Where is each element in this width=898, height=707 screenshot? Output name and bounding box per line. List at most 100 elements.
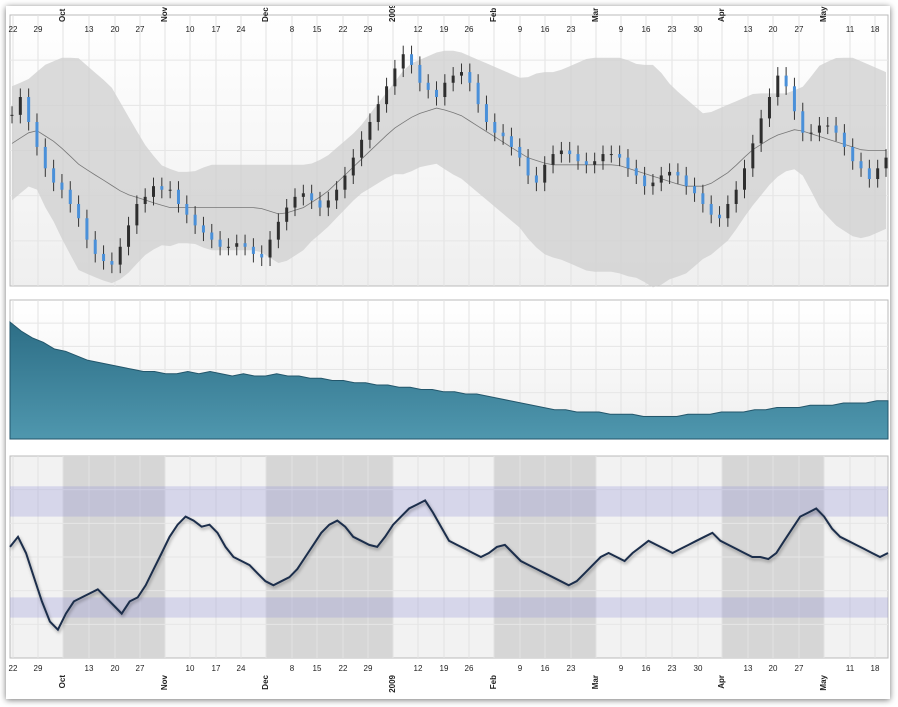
- day-tick-label: 18: [871, 664, 880, 673]
- candle-body: [310, 193, 314, 201]
- day-tick-label: 10: [186, 25, 195, 34]
- candle-body: [52, 168, 56, 183]
- day-tick-label: 12: [414, 25, 423, 34]
- day-tick-label: 16: [642, 664, 651, 673]
- month-tick-label: Mar: [591, 8, 600, 22]
- day-tick-label: 17: [212, 25, 221, 34]
- day-tick-label: 11: [846, 664, 855, 673]
- day-tick-label: 20: [111, 25, 120, 34]
- candle-body: [210, 232, 214, 240]
- candle-body: [659, 175, 663, 183]
- day-tick-label: 22: [9, 664, 18, 673]
- candle-body: [243, 243, 247, 247]
- day-tick-label: 15: [313, 25, 322, 34]
- overbought-band: [10, 486, 888, 517]
- candle-body: [851, 146, 855, 162]
- candle-body: [260, 253, 264, 258]
- candle-body: [726, 203, 730, 219]
- day-tick-label: 9: [619, 664, 624, 673]
- day-tick-label: 22: [339, 25, 348, 34]
- candle-body: [493, 121, 497, 133]
- candle-body: [751, 143, 755, 169]
- day-tick-label: 26: [465, 25, 474, 34]
- candle-body: [534, 175, 538, 183]
- candle-body: [842, 132, 846, 147]
- candle-body: [168, 189, 172, 191]
- candle-body: [568, 150, 572, 155]
- candle-body: [867, 168, 871, 180]
- day-tick-label: 30: [694, 25, 703, 34]
- candle-body: [235, 243, 239, 247]
- month-tick-label: Apr: [717, 675, 726, 689]
- day-tick-label: 9: [518, 25, 523, 34]
- candle-body: [693, 186, 697, 194]
- chart-frame: 22 22 29 29 Oct Oct 13 13 20 20 27 27 Nov Nov 10 10 17 17…: [6, 6, 890, 699]
- candle-body: [285, 207, 289, 222]
- candle-body: [351, 157, 355, 176]
- candle-body: [526, 157, 530, 176]
- candle-body: [201, 225, 205, 233]
- candle-body: [651, 182, 655, 187]
- day-tick-label: 13: [85, 25, 94, 34]
- moving-average-line: [11, 107, 886, 215]
- candle-body: [118, 246, 122, 265]
- day-tick-label: 20: [111, 664, 120, 673]
- candle-body: [509, 136, 513, 147]
- month-tick-label: Oct: [58, 675, 67, 689]
- oversold-band: [10, 597, 888, 618]
- month-tick-label: Feb: [489, 8, 498, 22]
- month-tick-label: Apr: [717, 8, 726, 22]
- candle-body: [251, 246, 255, 254]
- candle-body: [410, 54, 414, 65]
- candle-body: [401, 54, 405, 69]
- candle-body: [518, 146, 522, 158]
- candle-body: [85, 218, 89, 240]
- candle-body: [742, 168, 746, 190]
- candle-body: [276, 221, 280, 240]
- indicator-area: [9, 320, 889, 440]
- month-tick-label: Dec: [261, 674, 270, 689]
- candle-body: [776, 75, 780, 98]
- day-tick-label: 22: [339, 664, 348, 673]
- candle-body: [709, 203, 713, 215]
- month-tick-label: Mar: [591, 675, 600, 689]
- candle-body: [459, 72, 463, 76]
- day-tick-label: 27: [136, 25, 145, 34]
- candle-body: [543, 164, 547, 183]
- candle-body: [734, 189, 738, 204]
- day-tick-label: 29: [34, 25, 43, 34]
- candle-body: [576, 154, 580, 162]
- month-tick-label: Nov: [160, 674, 169, 690]
- candle-body: [609, 154, 613, 156]
- day-tick-label: 24: [237, 25, 246, 34]
- candle-body: [127, 225, 131, 247]
- day-tick-label: 27: [136, 664, 145, 673]
- bollinger-band: [12, 50, 886, 288]
- day-tick-label: 13: [85, 664, 94, 673]
- candle-body: [268, 239, 272, 258]
- month-tick-label: Oct: [58, 8, 67, 22]
- day-tick-label: 26: [465, 664, 474, 673]
- day-tick-label: 19: [440, 25, 449, 34]
- day-tick-label: 18: [871, 25, 880, 34]
- candle-body: [376, 104, 380, 122]
- month-tick-label: May: [819, 674, 828, 690]
- candle-body: [784, 75, 788, 87]
- candle-body: [143, 196, 147, 204]
- candle-body: [551, 154, 555, 165]
- day-tick-label: 30: [694, 664, 703, 673]
- candle-body: [501, 132, 505, 137]
- month-tick-label: May: [819, 6, 828, 22]
- candle-body: [626, 157, 630, 169]
- candle-body: [135, 203, 139, 226]
- candle-body: [293, 196, 297, 208]
- candle-body: [684, 175, 688, 187]
- month-tick-label: 2009: [388, 6, 397, 22]
- day-tick-label: 16: [642, 25, 651, 34]
- candle-body: [10, 114, 14, 116]
- candle-body: [301, 193, 305, 197]
- candle-body: [809, 132, 813, 134]
- candle-body: [35, 121, 39, 147]
- candle-body: [343, 175, 347, 190]
- oscillator-line: [9, 499, 889, 632]
